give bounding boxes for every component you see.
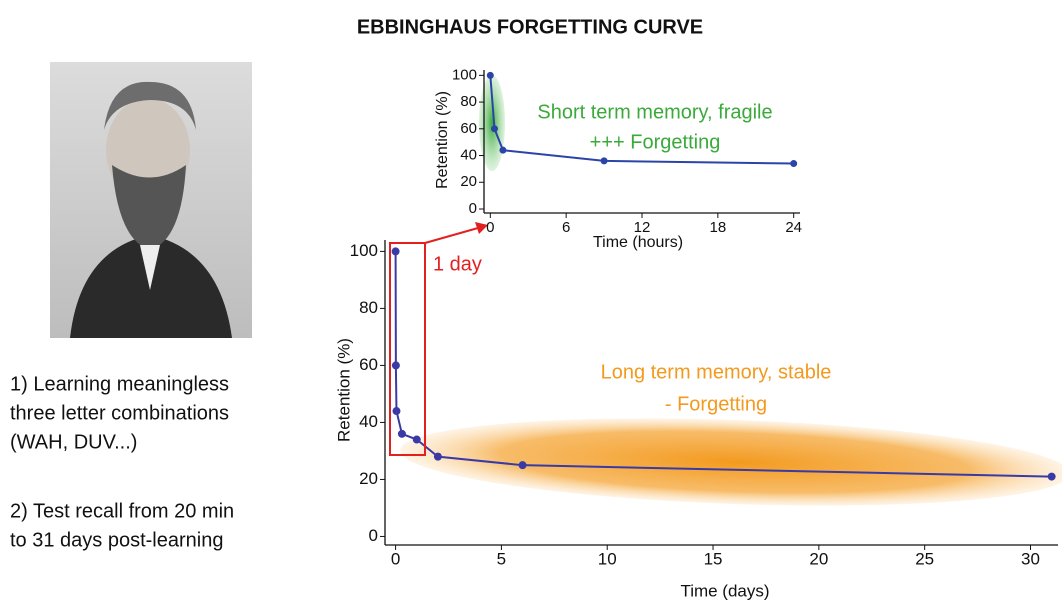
y-tick-label: 40 xyxy=(460,147,477,164)
y-tick-label: 0 xyxy=(469,200,477,217)
y-tick-label: 0 xyxy=(369,526,378,545)
description-line: 1) Learning meaningless xyxy=(10,373,229,395)
description-line: 2) Test recall from 20 min xyxy=(10,500,234,522)
x-tick-label: 24 xyxy=(785,219,802,236)
y-tick-label: 100 xyxy=(452,66,477,83)
x-tick-label: 18 xyxy=(709,219,726,236)
y-tick-label: 80 xyxy=(359,298,378,317)
description-line: (WAH, DUV...) xyxy=(10,431,137,453)
y-tick-label: 100 xyxy=(350,241,378,260)
x-tick-label: 5 xyxy=(497,549,506,568)
data-point xyxy=(398,430,406,438)
y-tick-label: 60 xyxy=(460,120,477,137)
x-axis-label: Time (days) xyxy=(680,581,769,600)
x-tick-label: 10 xyxy=(598,549,617,568)
portrait xyxy=(50,62,252,338)
description: 1) Learning meaningless three letter comb… xyxy=(10,373,234,551)
zoom-arrow xyxy=(425,228,478,243)
description-line: to 31 days post-learning xyxy=(10,529,223,551)
x-tick-label: 0 xyxy=(486,219,494,236)
data-point xyxy=(499,147,506,154)
data-point xyxy=(491,125,498,132)
data-point xyxy=(1048,473,1056,481)
y-axis-label: Retention (%) xyxy=(334,338,353,442)
data-point xyxy=(392,247,400,255)
data-point xyxy=(392,361,400,369)
data-point xyxy=(790,160,797,167)
y-tick-label: 20 xyxy=(359,469,378,488)
x-tick-label: 6 xyxy=(562,219,570,236)
annotation: - Forgetting xyxy=(665,393,767,415)
figure: EBBINGHAUS FORGETTING CURVE 1) Learning … xyxy=(0,0,1062,603)
x-tick-label: 30 xyxy=(1021,549,1040,568)
one-day-label: 1 day xyxy=(433,253,482,275)
data-point xyxy=(392,407,400,415)
y-axis-label: Retention (%) xyxy=(434,91,451,189)
x-tick-label: 0 xyxy=(391,549,400,568)
data-point xyxy=(413,436,421,444)
annotation: Short term memory, fragile xyxy=(537,101,772,123)
x-axis-label: Time (hours) xyxy=(593,234,683,251)
description-line: three letter combinations xyxy=(10,402,229,424)
data-point xyxy=(519,461,527,469)
data-point xyxy=(434,453,442,461)
annotation: +++ Forgetting xyxy=(590,131,721,153)
data-point xyxy=(487,72,494,79)
y-tick-label: 40 xyxy=(359,412,378,431)
annotation: Long term memory, stable xyxy=(601,361,832,383)
y-tick-label: 20 xyxy=(460,173,477,190)
x-tick-label: 15 xyxy=(704,549,723,568)
x-tick-label: 25 xyxy=(915,549,934,568)
x-tick-label: 20 xyxy=(809,549,828,568)
data-point xyxy=(601,157,608,164)
y-tick-label: 80 xyxy=(460,93,477,110)
title: EBBINGHAUS FORGETTING CURVE xyxy=(357,16,703,38)
y-tick-label: 60 xyxy=(359,355,378,374)
